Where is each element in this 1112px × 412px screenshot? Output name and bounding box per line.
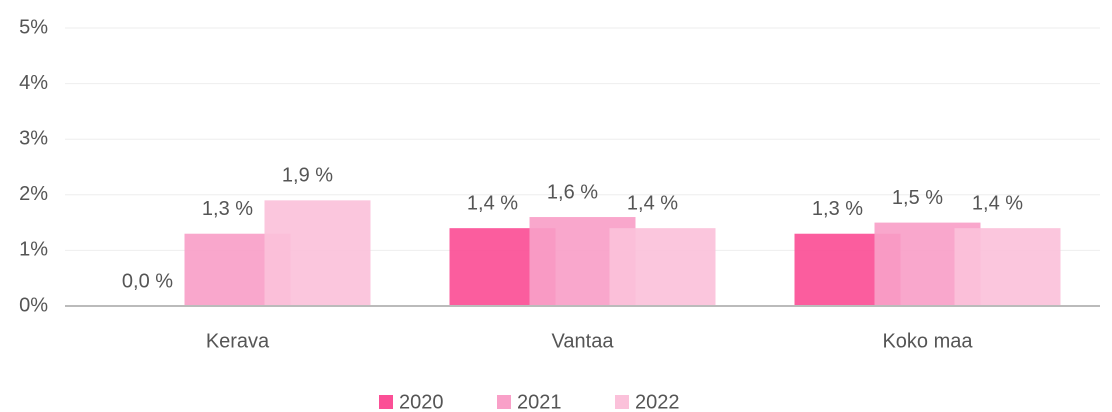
legend-label: 2022 [635,391,680,412]
bar [609,228,716,306]
data-label: 1,6 % [547,181,598,203]
data-label: 1,5 % [892,187,943,209]
x-tick-label: Kerava [206,330,270,352]
y-tick-label: 4% [19,72,48,94]
data-label: 1,9 % [282,165,333,187]
data-label: 0,0 % [122,270,173,292]
x-tick-label: Koko maa [882,330,973,352]
bar [264,200,371,306]
y-tick-label: 5% [19,16,48,38]
data-label: 1,4 % [467,192,518,214]
legend-swatch [497,395,511,409]
data-label: 1,4 % [972,192,1023,214]
x-tick-label: Vantaa [552,330,615,352]
y-tick-label: 2% [19,183,48,205]
data-label: 1,3 % [812,198,863,220]
bar [954,228,1061,306]
y-tick-label: 0% [19,294,48,316]
data-label: 1,4 % [627,192,678,214]
y-tick-label: 3% [19,127,48,149]
y-tick-label: 1% [19,239,48,261]
legend-swatch [379,395,393,409]
legend-label: 2020 [399,391,444,412]
legend-label: 2021 [517,391,562,412]
data-label: 1,3 % [202,198,253,220]
legend-swatch [615,395,629,409]
